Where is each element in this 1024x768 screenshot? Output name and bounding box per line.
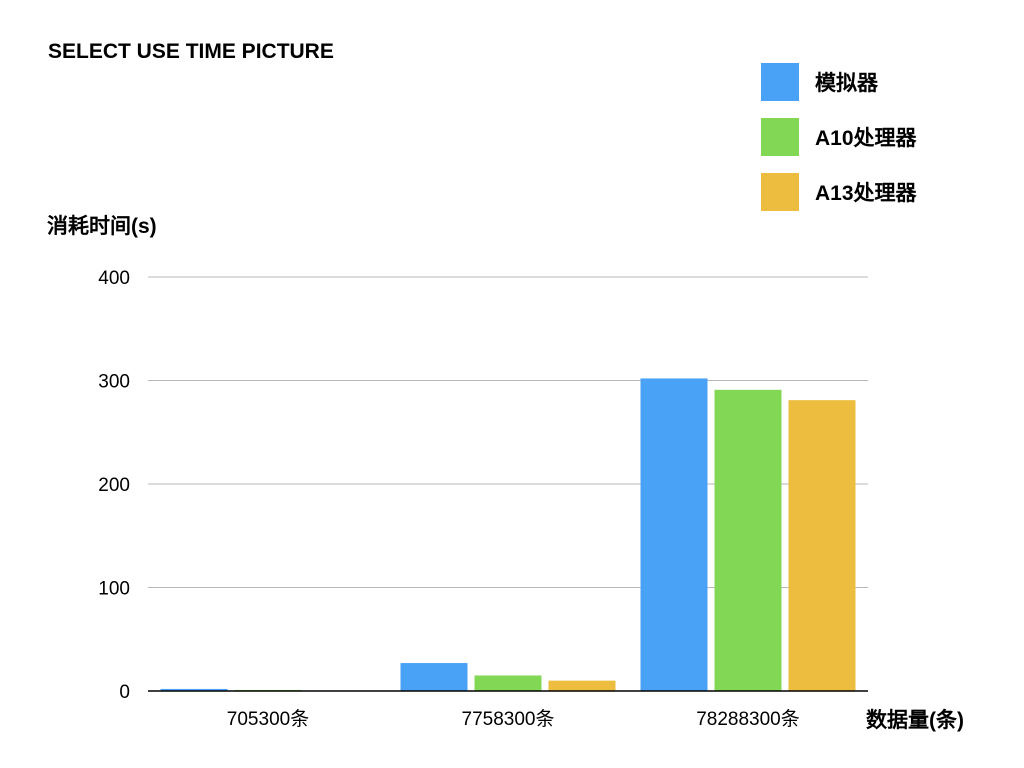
- legend-item-a10: A10处理器: [761, 118, 917, 156]
- legend-swatch-a13: [761, 173, 799, 211]
- x-tick-label: 78288300条: [696, 708, 800, 730]
- y-tick-label: 400: [98, 268, 130, 289]
- bar: [160, 688, 228, 691]
- bar: [474, 675, 542, 691]
- y-tick-label: 300: [98, 372, 130, 393]
- chart-title: SELECT USE TIME PICTURE: [48, 40, 334, 63]
- bar: [640, 378, 708, 691]
- bar: [788, 400, 856, 691]
- y-tick-label: 0: [119, 682, 130, 703]
- legend-item-simulator: 模拟器: [761, 63, 917, 101]
- bar: [548, 680, 616, 691]
- legend-label-a13: A13处理器: [815, 182, 917, 205]
- x-tick-label: 705300条: [227, 708, 309, 730]
- legend-swatch-simulator: [761, 63, 799, 101]
- x-axis-title: 数据量(条): [866, 709, 964, 732]
- bar: [714, 389, 782, 691]
- y-axis-title: 消耗时间(s): [47, 215, 157, 238]
- y-tick-label: 100: [98, 579, 130, 600]
- x-tick-label: 7758300条: [462, 708, 555, 730]
- legend-item-a13: A13处理器: [761, 173, 917, 211]
- legend-label-a10: A10处理器: [815, 127, 917, 150]
- bar: [400, 663, 468, 691]
- y-tick-label: 200: [98, 475, 130, 496]
- legend-swatch-a10: [761, 118, 799, 156]
- legend: 模拟器 A10处理器 A13处理器: [761, 63, 917, 228]
- legend-label-simulator: 模拟器: [815, 72, 878, 95]
